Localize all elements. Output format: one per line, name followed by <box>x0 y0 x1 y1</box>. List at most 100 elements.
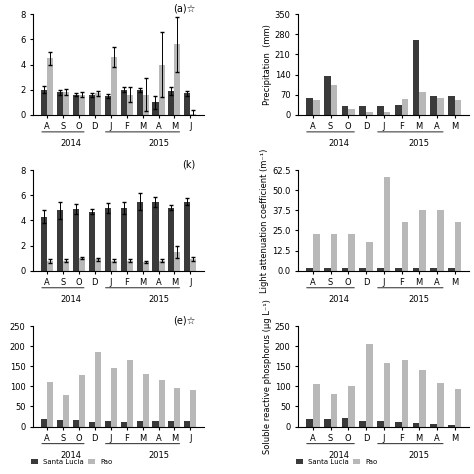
Bar <box>412 423 419 427</box>
Bar <box>105 96 111 115</box>
Bar <box>89 95 95 115</box>
Bar <box>191 391 196 427</box>
Bar <box>306 98 313 115</box>
Bar <box>455 389 462 427</box>
Bar <box>105 208 111 271</box>
Bar <box>330 234 337 271</box>
Text: (e)☆: (e)☆ <box>173 315 196 325</box>
Bar <box>184 93 191 115</box>
Bar <box>111 57 117 115</box>
Bar <box>313 100 319 115</box>
Bar <box>73 95 79 115</box>
Text: 2015: 2015 <box>148 295 169 304</box>
Bar <box>158 380 164 427</box>
Bar <box>127 261 133 271</box>
Bar <box>95 352 101 427</box>
Bar <box>168 421 174 427</box>
Legend: Santa Lucia, Pao: Santa Lucia, Pao <box>293 456 381 467</box>
Bar <box>430 424 437 427</box>
Bar <box>324 419 330 427</box>
Bar <box>384 112 391 115</box>
Bar <box>47 261 53 271</box>
Bar <box>366 344 373 427</box>
Bar <box>313 234 319 271</box>
Text: (k): (k) <box>182 159 196 169</box>
Bar <box>89 211 95 271</box>
Bar <box>79 258 85 271</box>
Bar <box>341 268 348 271</box>
Bar <box>111 368 117 427</box>
Bar <box>306 268 313 271</box>
Bar <box>137 90 143 115</box>
Bar <box>419 210 426 271</box>
Bar <box>437 210 444 271</box>
Bar <box>366 242 373 271</box>
Bar <box>401 360 408 427</box>
Bar <box>73 420 79 427</box>
Text: 2014: 2014 <box>60 139 82 148</box>
Bar <box>63 395 69 427</box>
Bar <box>168 208 174 271</box>
Bar <box>395 105 401 115</box>
Text: 2014: 2014 <box>60 295 82 304</box>
Bar <box>430 268 437 271</box>
Bar <box>313 384 319 427</box>
Text: 2014: 2014 <box>60 451 82 460</box>
Bar <box>184 421 191 427</box>
Bar <box>455 222 462 271</box>
Bar <box>105 421 111 427</box>
Text: 2014: 2014 <box>329 451 350 460</box>
Bar <box>153 201 158 271</box>
Bar <box>448 96 455 115</box>
Bar <box>191 259 196 271</box>
Y-axis label: Soluble reactive phosphorus (μg L⁻¹): Soluble reactive phosphorus (μg L⁻¹) <box>263 299 272 454</box>
Bar <box>153 421 158 427</box>
Bar <box>384 177 391 271</box>
Bar <box>120 208 127 271</box>
Bar <box>57 420 63 427</box>
Bar <box>158 64 164 115</box>
Bar <box>95 259 101 271</box>
Bar <box>47 58 53 115</box>
Text: (a)☆: (a)☆ <box>173 3 196 13</box>
Bar <box>41 419 47 427</box>
Bar <box>57 210 63 271</box>
Text: 2015: 2015 <box>148 139 169 148</box>
Bar <box>377 421 384 427</box>
Bar <box>419 92 426 115</box>
Bar <box>174 45 181 115</box>
Y-axis label: Precipitation  (mm): Precipitation (mm) <box>263 24 272 105</box>
Bar <box>120 90 127 115</box>
Bar <box>324 268 330 271</box>
Bar <box>419 370 426 427</box>
Text: 2015: 2015 <box>409 451 430 460</box>
Bar <box>63 261 69 271</box>
Bar <box>455 100 462 115</box>
Bar <box>341 106 348 115</box>
Bar <box>366 112 373 115</box>
Bar <box>395 268 401 271</box>
Bar <box>437 98 444 115</box>
Bar <box>401 222 408 271</box>
Bar <box>437 383 444 427</box>
Bar <box>448 425 455 427</box>
Text: 2015: 2015 <box>148 451 169 460</box>
Bar <box>143 262 149 271</box>
Text: 2015: 2015 <box>409 139 430 148</box>
Bar <box>395 422 401 427</box>
Bar <box>412 40 419 115</box>
Bar <box>348 109 355 115</box>
Bar <box>412 268 419 271</box>
Bar <box>153 102 158 115</box>
Bar <box>47 382 53 427</box>
Text: 2015: 2015 <box>409 295 430 304</box>
Bar <box>120 422 127 427</box>
Text: 2014: 2014 <box>329 295 350 304</box>
Bar <box>348 386 355 427</box>
Bar <box>111 261 117 271</box>
Legend: Santa Lucia, Pao: Santa Lucia, Pao <box>28 456 116 467</box>
Bar <box>359 106 366 115</box>
Bar <box>79 375 85 427</box>
Bar <box>430 96 437 115</box>
Bar <box>377 106 384 115</box>
